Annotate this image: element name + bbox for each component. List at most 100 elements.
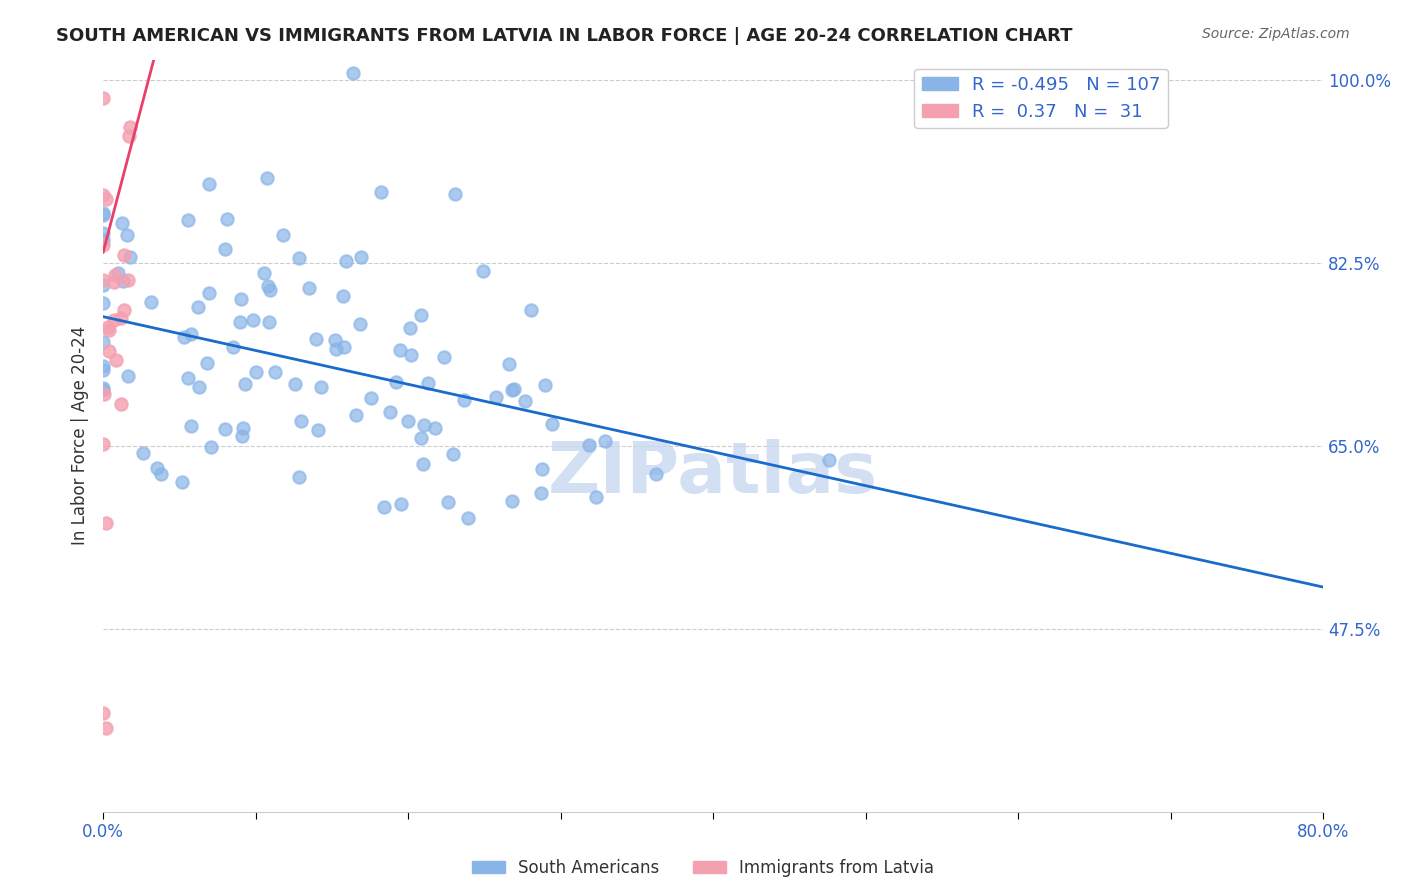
Point [333, 340, 356, 354]
Point [232, 420, 254, 434]
Point [91, 226, 114, 240]
Point [214, 242, 236, 256]
Point [593, 434, 616, 448]
Point [284, 376, 307, 391]
Point [91, 334, 114, 349]
Point [453, 392, 475, 407]
Point [180, 419, 202, 434]
Point [110, 311, 132, 326]
Point [98, 343, 121, 358]
Point [91, 381, 114, 395]
Point [817, 452, 839, 467]
Y-axis label: In Labor Force | Age 20-24: In Labor Force | Age 20-24 [72, 326, 89, 545]
Point [139, 294, 162, 309]
Point [396, 414, 419, 428]
Point [307, 424, 329, 438]
Point [256, 171, 278, 186]
Point [115, 227, 138, 242]
Point [93, 386, 115, 401]
Point [91, 383, 114, 397]
Point [96, 516, 118, 530]
Point [112, 248, 135, 262]
Point [105, 352, 128, 367]
Point [200, 440, 222, 454]
Point [534, 378, 557, 392]
Point [91, 238, 114, 252]
Point [399, 348, 422, 362]
Point [257, 279, 280, 293]
Point [107, 266, 129, 280]
Point [97, 319, 120, 334]
Point [409, 432, 432, 446]
Point [117, 369, 139, 384]
Point [91, 363, 114, 377]
Point [231, 292, 253, 306]
Point [645, 467, 668, 481]
Point [198, 177, 221, 191]
Point [344, 409, 367, 423]
Point [145, 461, 167, 475]
Point [112, 274, 135, 288]
Point [245, 365, 267, 379]
Point [131, 21, 153, 36]
Point [513, 394, 536, 409]
Point [111, 21, 134, 36]
Point [101, 21, 124, 36]
Point [540, 417, 562, 431]
Point [195, 356, 218, 370]
Point [253, 266, 276, 280]
Point [578, 438, 600, 452]
Text: Source: ZipAtlas.com: Source: ZipAtlas.com [1202, 27, 1350, 41]
Point [110, 396, 132, 410]
Point [215, 211, 238, 226]
Point [118, 251, 141, 265]
Point [530, 485, 553, 500]
Point [335, 254, 357, 268]
Point [423, 420, 446, 434]
Point [103, 313, 125, 327]
Point [180, 326, 202, 341]
Point [349, 317, 371, 331]
Point [373, 500, 395, 515]
Point [242, 312, 264, 326]
Point [412, 457, 434, 471]
Point [370, 185, 392, 199]
Point [222, 340, 245, 354]
Point [125, 21, 148, 36]
Point [93, 273, 115, 287]
Point [485, 390, 508, 404]
Point [305, 333, 328, 347]
Point [103, 275, 125, 289]
Point [471, 264, 494, 278]
Point [409, 308, 432, 322]
Point [360, 391, 382, 405]
Point [503, 383, 526, 397]
Point [229, 315, 252, 329]
Point [91, 706, 114, 721]
Point [187, 300, 209, 314]
Point [231, 429, 253, 443]
Point [287, 251, 309, 265]
Point [111, 216, 134, 230]
Legend: R = -0.495   N = 107, R =  0.37   N =  31: R = -0.495 N = 107, R = 0.37 N = 31 [914, 69, 1168, 128]
Point [287, 470, 309, 484]
Point [378, 405, 401, 419]
Point [501, 494, 523, 508]
Point [290, 414, 312, 428]
Point [118, 129, 141, 144]
Point [91, 208, 114, 222]
Point [93, 21, 115, 36]
Text: ZIPatlas: ZIPatlas [548, 439, 879, 508]
Point [350, 250, 373, 264]
Point [120, 120, 142, 134]
Point [416, 376, 439, 390]
Point [91, 436, 114, 450]
Point [177, 371, 200, 385]
Point [91, 233, 114, 247]
Point [398, 320, 420, 334]
Point [311, 379, 333, 393]
Point [173, 329, 195, 343]
Point [91, 91, 114, 105]
Point [437, 495, 460, 509]
Point [342, 66, 364, 80]
